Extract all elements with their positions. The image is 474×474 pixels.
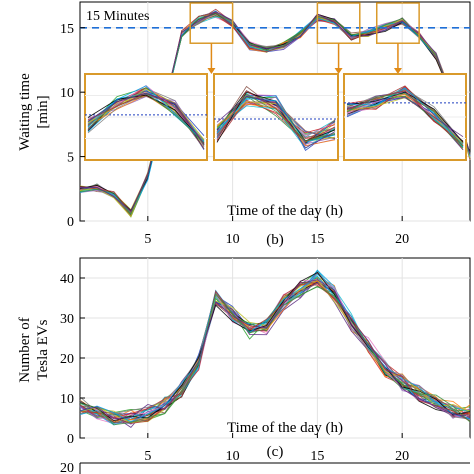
c-series-27 [79,275,471,423]
arrow-head-1 [207,68,216,74]
inset-2-series-17 [216,101,336,135]
b-x-tick-label-0: 5 [144,232,151,247]
c-x-tick-label-0: 5 [144,449,151,464]
panel-c-y-ticks: 0 10 20 30 40 [60,272,85,447]
c-y-tick-label-1: 10 [60,392,74,407]
b-y-tick-label-2: 10 [60,86,74,101]
partial-y-tick-label: 20 [60,461,74,474]
panel-c-x-axis-label: Time of the day (h) [227,420,343,436]
insets [84,73,467,161]
b-x-tick-label-3: 20 [395,232,409,247]
inset-3 [343,73,467,161]
c-y-tick-label-2: 20 [60,352,74,367]
reference-line-label: 15 Minutes [86,9,149,24]
panel-c-x-ticks: 5 10 15 20 [144,433,409,464]
b-x-tick-label-1: 10 [226,232,240,247]
c-y-tick-label-0: 0 [67,432,74,447]
panel-b-y-axis-label: Waiting time [min] [17,73,51,151]
panel-b-label: (b) [266,232,284,248]
inset-3-series-20 [346,94,464,146]
c-y-label-line-2: Tesla EVs [35,319,51,380]
inset-1-series-25 [87,88,205,140]
panel-b-x-axis-label: Time of the day (h) [227,203,343,219]
b-y-tick-label-0: 0 [67,215,74,230]
inset-2-series-20 [216,103,336,147]
panel-c-y-axis-label: Number of Tesla EVs [17,317,51,382]
arrow-head-3 [393,68,402,74]
b-x-tick-label-2: 15 [310,232,324,247]
y-label-line-2: [min] [35,95,51,128]
inset-2-series-27 [216,97,336,143]
panel-partial: 20 [60,461,470,474]
inset-3-series-27 [346,87,464,148]
panel-c: 0 10 20 30 40 5 10 15 20 Time of the day (h) (c… [17,257,471,464]
inset-1-series-30 [87,92,205,145]
c-series-28 [79,281,471,424]
c-x-tick-label-1: 10 [226,449,240,464]
inset-2-series-29 [216,93,336,142]
panel-b-x-ticks: 5 10 15 20 [144,216,409,247]
y-label-line-1: Waiting time [17,73,33,151]
inset-arrows [207,43,402,74]
arrow-head-2 [334,68,343,74]
c-y-tick-label-4: 40 [60,272,74,287]
panel-c-series-group [79,269,471,428]
c-x-tick-label-2: 15 [310,449,324,464]
c-y-tick-label-3: 30 [60,312,74,327]
panel-b-series-group [79,8,471,218]
inset-1-series-26 [87,94,205,144]
b-y-tick-label-1: 5 [67,151,74,166]
inset-2-series-12 [216,95,336,145]
panel-b-y-ticks: 0 5 10 15 [60,22,85,230]
inset-2-series-30 [216,96,336,149]
inset-2-series-28 [216,90,336,143]
c-series-30 [79,279,471,420]
inset-3-series-30 [346,97,464,138]
c-y-label-line-1: Number of [17,317,33,382]
panel-c-grid [80,258,470,439]
c-series-29 [79,285,471,426]
b-y-tick-label-3: 15 [60,22,74,37]
b-series-30 [80,11,471,212]
panel-b: 15 Minutes 0 5 10 15 5 10 15 20 Time of the da… [17,1,471,248]
inset-2 [213,73,339,161]
inset-1 [84,73,208,161]
panel-c-label: (c) [267,444,284,460]
c-series-24 [79,279,471,420]
c-x-tick-label-3: 20 [395,449,409,464]
